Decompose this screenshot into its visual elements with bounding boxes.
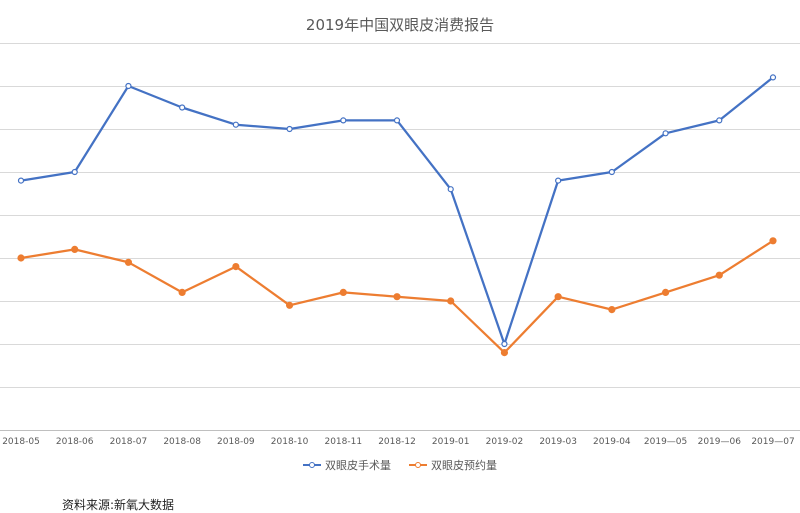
data-point-0 (447, 186, 454, 193)
x-tick-label: 2019—05 (644, 437, 687, 447)
data-point-1 (447, 297, 455, 305)
data-point-0 (662, 130, 669, 137)
legend-swatch-surgery (303, 460, 321, 470)
data-point-1 (554, 293, 562, 301)
data-point-1 (393, 293, 401, 301)
data-point-1 (285, 301, 294, 309)
x-tick-label: 2019—07 (751, 437, 794, 447)
data-point-0 (125, 82, 132, 90)
data-point-0 (555, 177, 562, 184)
x-tick-label: 2019—06 (698, 437, 742, 447)
data-point-1 (178, 288, 186, 296)
x-tick-label: 2018-11 (324, 437, 362, 447)
data-point-1 (769, 237, 777, 245)
data-point-0 (232, 121, 239, 128)
data-point-0 (769, 74, 777, 81)
data-point-1 (661, 288, 670, 296)
x-tick-label: 2018-07 (110, 437, 148, 447)
legend-swatch-booking (409, 460, 427, 470)
legend-label-booking: 双眼皮预约量 (431, 459, 497, 472)
legend-item-booking: 双眼皮预约量 (409, 457, 497, 473)
x-tick-label: 2019-03 (539, 437, 577, 447)
x-tick-label: 2018-10 (271, 437, 309, 447)
data-point-0 (17, 177, 25, 184)
legend-item-surgery: 双眼皮手术量 (303, 457, 391, 473)
data-point-1 (500, 349, 509, 357)
chart-title: 2019年中国双眼皮消费报告 (305, 16, 495, 34)
data-point-0 (179, 104, 186, 111)
x-tick-label: 2018-12 (378, 437, 416, 447)
data-point-1 (608, 306, 616, 314)
legend-label-surgery: 双眼皮手术量 (325, 459, 391, 472)
x-tick-label: 2018-09 (217, 437, 255, 447)
data-point-1 (71, 245, 79, 253)
data-point-1 (715, 271, 723, 279)
data-point-0 (501, 340, 508, 348)
legend: 双眼皮手术量 双眼皮预约量 (0, 457, 800, 473)
data-point-1 (339, 288, 347, 296)
series-points (17, 74, 777, 357)
source-note: 资料来源:新氧大数据 (62, 498, 175, 512)
data-point-1 (232, 263, 240, 271)
data-point-0 (393, 117, 401, 124)
data-point-0 (716, 117, 723, 124)
x-tick-label: 2019-01 (432, 437, 470, 447)
data-point-0 (71, 168, 78, 176)
data-point-0 (608, 168, 615, 176)
x-tick-label: 2019-04 (593, 437, 631, 447)
gridlines (0, 43, 800, 431)
x-tick-label: 2019-02 (486, 437, 524, 447)
x-tick-label: 2018-08 (163, 437, 201, 447)
data-point-0 (340, 117, 347, 124)
x-tick-label: 2018-05 (2, 437, 40, 447)
data-point-0 (286, 125, 293, 133)
data-point-1 (124, 258, 133, 266)
x-tick-label: 2018-06 (56, 437, 94, 447)
x-axis: 2018-05 2018-06 2018-07 2018-08 2018-09 2018-… (2, 437, 794, 447)
data-point-1 (17, 254, 25, 262)
